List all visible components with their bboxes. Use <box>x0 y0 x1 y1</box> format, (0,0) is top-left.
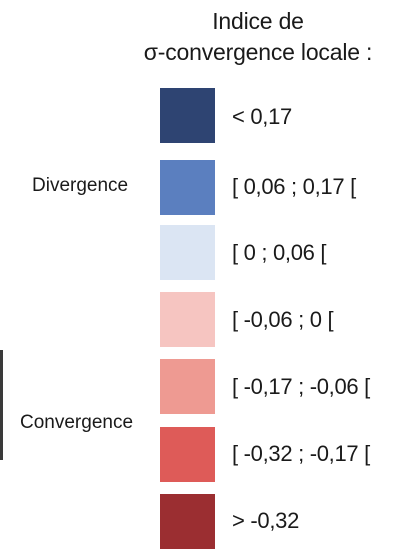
legend-swatch-7 <box>160 494 215 549</box>
legend-swatch-5 <box>160 359 215 414</box>
group-label-convergence: Convergence <box>20 412 134 433</box>
group-label-divergence: Divergence <box>32 175 129 196</box>
legend-title-line-2: σ-convergence locale : <box>143 39 373 65</box>
legend-item-label-2: [ 0,06 ; 0,17 [ <box>232 174 356 199</box>
legend-item-label-4: [ -0,06 ; 0 [ <box>232 307 334 332</box>
legend-item-label-6: [ -0,32 ; -0,17 [ <box>232 441 370 466</box>
legend-swatch-4 <box>160 292 215 347</box>
legend-item-label-3: [ 0 ; 0,06 [ <box>232 240 327 265</box>
legend-swatch-6 <box>160 427 215 482</box>
legend-title: Indice de σ-convergence locale : <box>108 6 408 68</box>
legend-title-line-1: Indice de <box>212 8 304 34</box>
edge-mark <box>0 350 3 460</box>
legend-item-label-5: [ -0,17 ; -0,06 [ <box>232 374 370 399</box>
legend-swatch-2 <box>160 160 215 215</box>
legend-item-label-7: > -0,32 <box>232 508 300 533</box>
legend-swatch-3 <box>160 225 215 280</box>
legend-item-label-1: < 0,17 <box>232 104 292 129</box>
legend-swatch-1 <box>160 88 215 143</box>
